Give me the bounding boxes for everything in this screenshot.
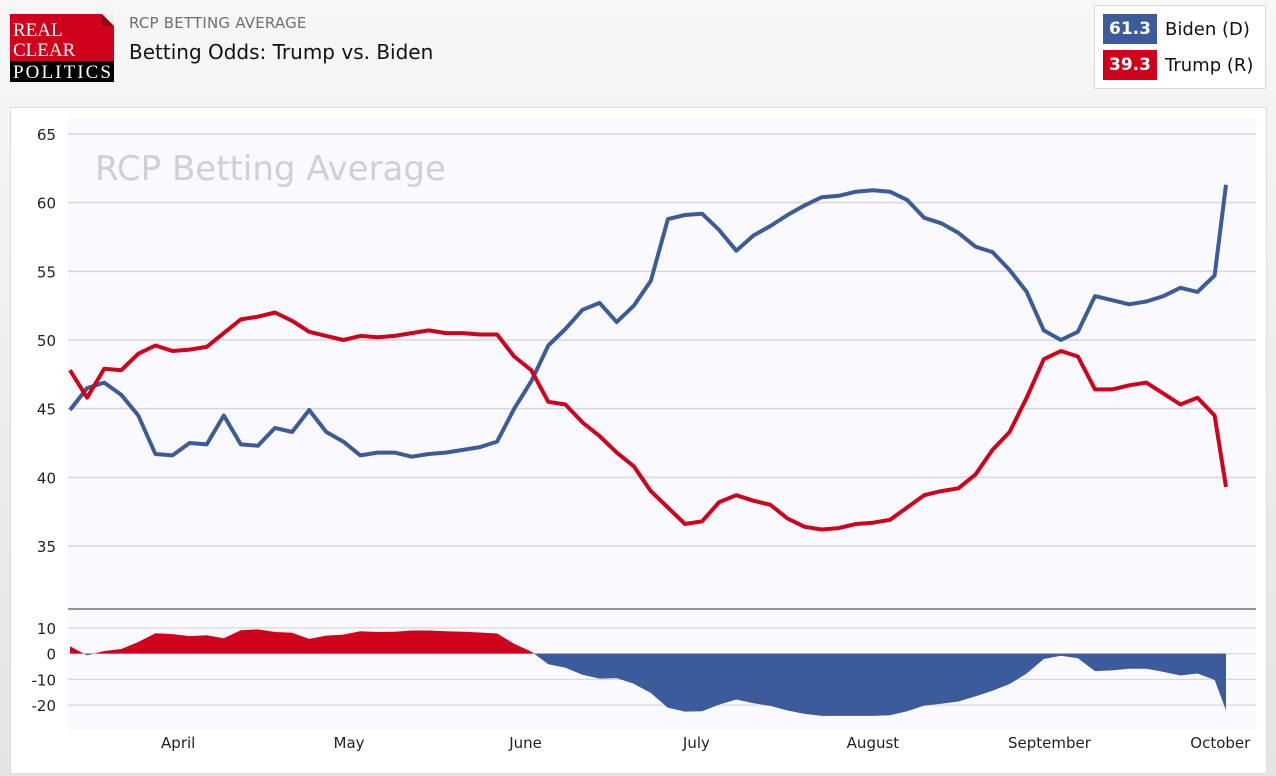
spread-y-tick-label: -20 (32, 697, 57, 715)
legend-value-biden: 61.3 (1103, 14, 1157, 44)
spread-y-tick-label: 10 (37, 620, 56, 638)
x-tick-label-july: July (682, 734, 710, 752)
rcp-logo: REAL CLEAR POLITICS (10, 14, 114, 82)
x-tick-label-may: May (334, 734, 365, 752)
y-tick-label: 60 (37, 195, 56, 213)
x-tick-label-april: April (161, 734, 195, 752)
spread-y-tick-label: 0 (46, 646, 56, 664)
legend-name-trump: Trump (R) (1165, 54, 1254, 76)
x-tick-label-october: October (1190, 734, 1251, 752)
y-tick-label: 40 (37, 469, 56, 487)
y-tick-label: 65 (37, 126, 56, 144)
spread-y-tick-label: -10 (32, 671, 57, 689)
chart-title: Betting Odds: Trump vs. Biden (129, 40, 434, 64)
chart-kicker: RCP BETTING AVERAGE (129, 14, 307, 32)
series-line-trump (68, 310, 1228, 532)
plot-area (68, 118, 1256, 608)
spread-area-biden (70, 653, 1226, 716)
watermark: RCP Betting Average (95, 149, 446, 189)
x-tick-label-june: June (508, 734, 542, 752)
y-tick-label: 50 (37, 332, 56, 350)
x-tick-label-september: September (1008, 734, 1092, 752)
legend: 61.3 Biden (D) 39.3 Trump (R) (1094, 5, 1266, 89)
spread-area-trump (70, 629, 1226, 654)
y-tick-label: 35 (37, 538, 56, 556)
legend-item-biden: 61.3 Biden (D) (1103, 14, 1250, 44)
y-tick-label: 45 (37, 401, 56, 419)
y-tick-label: 55 (37, 263, 56, 281)
logo-line1: REAL (13, 20, 63, 41)
legend-name-biden: Biden (D) (1165, 18, 1250, 40)
legend-item-trump: 39.3 Trump (R) (1103, 50, 1253, 80)
logo-line2: CLEAR (13, 40, 76, 61)
x-tick-label-august: August (847, 734, 900, 752)
series-line-biden (68, 184, 1228, 459)
legend-value-trump: 39.3 (1103, 50, 1157, 80)
